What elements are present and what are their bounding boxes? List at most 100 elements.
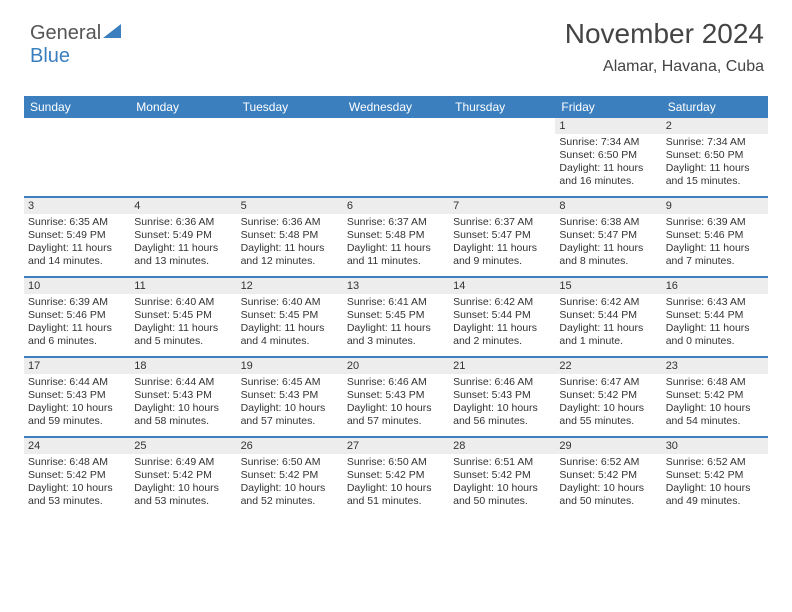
cell-line-sunrise: Sunrise: 6:40 AM xyxy=(134,296,232,309)
cell-line-sunset: Sunset: 5:48 PM xyxy=(241,229,339,242)
cell-date: 7 xyxy=(449,198,555,214)
cell-date: 19 xyxy=(237,358,343,374)
cell-line-sunrise: Sunrise: 6:42 AM xyxy=(453,296,551,309)
cell-date: 21 xyxy=(449,358,555,374)
cell-line-daylight2: and 3 minutes. xyxy=(347,335,445,348)
cell-body: Sunrise: 6:48 AMSunset: 5:42 PMDaylight:… xyxy=(662,374,768,433)
cell-line-daylight2: and 54 minutes. xyxy=(666,415,764,428)
cell-line-sunrise: Sunrise: 6:37 AM xyxy=(347,216,445,229)
cell-line-daylight2: and 13 minutes. xyxy=(134,255,232,268)
cell-line-sunrise: Sunrise: 6:44 AM xyxy=(28,376,126,389)
day-header: Tuesday xyxy=(237,96,343,118)
day-header: Friday xyxy=(555,96,661,118)
cell-line-daylight1: Daylight: 11 hours xyxy=(666,322,764,335)
cell-date: 29 xyxy=(555,438,661,454)
cell-line-sunset: Sunset: 5:43 PM xyxy=(241,389,339,402)
cell-line-sunset: Sunset: 5:43 PM xyxy=(347,389,445,402)
cell-date xyxy=(237,118,343,134)
cell-line-sunset: Sunset: 5:49 PM xyxy=(134,229,232,242)
cell-line-sunrise: Sunrise: 6:39 AM xyxy=(28,296,126,309)
cell-line-daylight2: and 12 minutes. xyxy=(241,255,339,268)
cell-line-sunset: Sunset: 5:42 PM xyxy=(28,469,126,482)
location-subtitle: Alamar, Havana, Cuba xyxy=(603,58,764,76)
cell-line-sunset: Sunset: 5:42 PM xyxy=(666,469,764,482)
cell-date: 10 xyxy=(24,278,130,294)
calendar-cell: 19Sunrise: 6:45 AMSunset: 5:43 PMDayligh… xyxy=(237,358,343,436)
cell-date: 8 xyxy=(555,198,661,214)
cell-date: 11 xyxy=(130,278,236,294)
cell-line-daylight2: and 4 minutes. xyxy=(241,335,339,348)
calendar-cell xyxy=(130,118,236,196)
cell-line-daylight1: Daylight: 10 hours xyxy=(666,402,764,415)
cell-body: Sunrise: 6:46 AMSunset: 5:43 PMDaylight:… xyxy=(343,374,449,433)
calendar-cell: 10Sunrise: 6:39 AMSunset: 5:46 PMDayligh… xyxy=(24,278,130,356)
cell-date: 22 xyxy=(555,358,661,374)
cell-line-daylight2: and 0 minutes. xyxy=(666,335,764,348)
cell-date: 4 xyxy=(130,198,236,214)
cell-line-daylight1: Daylight: 11 hours xyxy=(28,322,126,335)
calendar-cell: 29Sunrise: 6:52 AMSunset: 5:42 PMDayligh… xyxy=(555,438,661,516)
cell-line-sunrise: Sunrise: 6:48 AM xyxy=(666,376,764,389)
cell-line-daylight1: Daylight: 11 hours xyxy=(453,242,551,255)
calendar-cell: 11Sunrise: 6:40 AMSunset: 5:45 PMDayligh… xyxy=(130,278,236,356)
cell-line-sunrise: Sunrise: 6:48 AM xyxy=(28,456,126,469)
calendar-cell: 12Sunrise: 6:40 AMSunset: 5:45 PMDayligh… xyxy=(237,278,343,356)
cell-line-daylight2: and 8 minutes. xyxy=(559,255,657,268)
cell-line-sunrise: Sunrise: 6:40 AM xyxy=(241,296,339,309)
cell-date: 1 xyxy=(555,118,661,134)
day-header-row: Sunday Monday Tuesday Wednesday Thursday… xyxy=(24,96,768,118)
cell-date: 30 xyxy=(662,438,768,454)
calendar-cell: 8Sunrise: 6:38 AMSunset: 5:47 PMDaylight… xyxy=(555,198,661,276)
cell-body: Sunrise: 6:42 AMSunset: 5:44 PMDaylight:… xyxy=(449,294,555,353)
calendar-cell: 6Sunrise: 6:37 AMSunset: 5:48 PMDaylight… xyxy=(343,198,449,276)
cell-line-sunset: Sunset: 5:46 PM xyxy=(666,229,764,242)
calendar-cell: 18Sunrise: 6:44 AMSunset: 5:43 PMDayligh… xyxy=(130,358,236,436)
cell-date: 27 xyxy=(343,438,449,454)
cell-line-sunset: Sunset: 5:42 PM xyxy=(241,469,339,482)
cell-body: Sunrise: 6:46 AMSunset: 5:43 PMDaylight:… xyxy=(449,374,555,433)
cell-line-daylight1: Daylight: 11 hours xyxy=(134,242,232,255)
cell-date: 23 xyxy=(662,358,768,374)
logo-word-1: General xyxy=(30,22,101,44)
cell-line-sunrise: Sunrise: 6:51 AM xyxy=(453,456,551,469)
cell-date: 16 xyxy=(662,278,768,294)
cell-date: 24 xyxy=(24,438,130,454)
cell-line-daylight1: Daylight: 10 hours xyxy=(28,402,126,415)
cell-body: Sunrise: 6:37 AMSunset: 5:48 PMDaylight:… xyxy=(343,214,449,273)
cell-line-sunrise: Sunrise: 6:46 AM xyxy=(347,376,445,389)
cell-body: Sunrise: 6:48 AMSunset: 5:42 PMDaylight:… xyxy=(24,454,130,513)
cell-body: Sunrise: 7:34 AMSunset: 6:50 PMDaylight:… xyxy=(662,134,768,193)
cell-date: 20 xyxy=(343,358,449,374)
cell-line-sunrise: Sunrise: 6:52 AM xyxy=(666,456,764,469)
cell-line-daylight1: Daylight: 10 hours xyxy=(28,482,126,495)
cell-line-daylight1: Daylight: 10 hours xyxy=(453,402,551,415)
cell-line-daylight2: and 16 minutes. xyxy=(559,175,657,188)
cell-body: Sunrise: 6:52 AMSunset: 5:42 PMDaylight:… xyxy=(555,454,661,513)
cell-line-sunrise: Sunrise: 6:47 AM xyxy=(559,376,657,389)
cell-line-sunset: Sunset: 5:42 PM xyxy=(453,469,551,482)
weeks-container: 1Sunrise: 7:34 AMSunset: 6:50 PMDaylight… xyxy=(24,118,768,516)
cell-line-daylight2: and 1 minute. xyxy=(559,335,657,348)
cell-line-daylight1: Daylight: 10 hours xyxy=(666,482,764,495)
cell-line-daylight1: Daylight: 10 hours xyxy=(347,402,445,415)
cell-line-sunrise: Sunrise: 6:52 AM xyxy=(559,456,657,469)
cell-body: Sunrise: 6:49 AMSunset: 5:42 PMDaylight:… xyxy=(130,454,236,513)
cell-line-daylight1: Daylight: 11 hours xyxy=(559,242,657,255)
calendar-cell: 17Sunrise: 6:44 AMSunset: 5:43 PMDayligh… xyxy=(24,358,130,436)
cell-line-daylight2: and 2 minutes. xyxy=(453,335,551,348)
cell-body: Sunrise: 6:44 AMSunset: 5:43 PMDaylight:… xyxy=(24,374,130,433)
cell-body: Sunrise: 6:37 AMSunset: 5:47 PMDaylight:… xyxy=(449,214,555,273)
cell-line-daylight1: Daylight: 11 hours xyxy=(347,322,445,335)
page-header: General Blue November 2024 Alamar, Havan… xyxy=(0,0,792,88)
cell-body: Sunrise: 6:43 AMSunset: 5:44 PMDaylight:… xyxy=(662,294,768,353)
cell-body: Sunrise: 6:39 AMSunset: 5:46 PMDaylight:… xyxy=(662,214,768,273)
calendar-cell xyxy=(343,118,449,196)
cell-body: Sunrise: 6:51 AMSunset: 5:42 PMDaylight:… xyxy=(449,454,555,513)
calendar-cell: 4Sunrise: 6:36 AMSunset: 5:49 PMDaylight… xyxy=(130,198,236,276)
calendar-cell xyxy=(24,118,130,196)
cell-date: 2 xyxy=(662,118,768,134)
cell-line-sunrise: Sunrise: 6:45 AM xyxy=(241,376,339,389)
calendar: Sunday Monday Tuesday Wednesday Thursday… xyxy=(24,96,768,516)
cell-line-sunset: Sunset: 5:45 PM xyxy=(347,309,445,322)
week-row: 10Sunrise: 6:39 AMSunset: 5:46 PMDayligh… xyxy=(24,276,768,356)
